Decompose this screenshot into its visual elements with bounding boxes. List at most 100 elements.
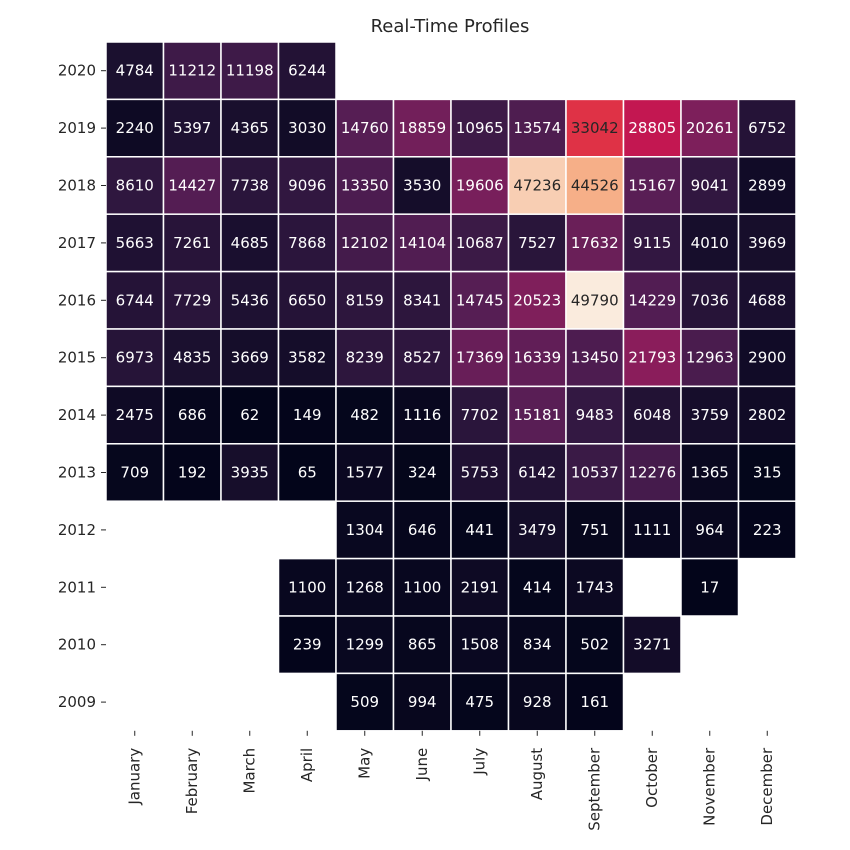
cell-value-label: 17 bbox=[700, 578, 719, 596]
cell-value-label: 10965 bbox=[456, 119, 504, 137]
cell-value-label: 3530 bbox=[403, 177, 441, 195]
x-tick-label: October bbox=[643, 747, 661, 808]
heatmap-cell bbox=[392, 98, 452, 158]
x-tick-label: May bbox=[356, 748, 374, 779]
cell-value-label: 3030 bbox=[288, 119, 326, 137]
heatmap-cell bbox=[737, 385, 797, 445]
heatmap-cell bbox=[162, 443, 222, 502]
heatmap-cell bbox=[565, 213, 625, 273]
cell-value-label: 3759 bbox=[691, 406, 729, 424]
cell-value-label: 2240 bbox=[116, 119, 154, 137]
cell-value-label: 7702 bbox=[461, 406, 499, 424]
cell-value-label: 28805 bbox=[628, 119, 676, 137]
heatmap-cell bbox=[737, 213, 797, 273]
heatmap-cell bbox=[162, 41, 222, 101]
x-tick-label: December bbox=[758, 747, 776, 826]
cell-value-label: 4365 bbox=[231, 119, 269, 137]
heatmap-cell bbox=[507, 615, 567, 675]
x-tick-label: July bbox=[471, 748, 489, 776]
cell-value-label: 7036 bbox=[691, 291, 729, 309]
heatmap-cell bbox=[737, 270, 797, 330]
cell-value-label: 6142 bbox=[518, 464, 556, 482]
y-tick-label: 2017 bbox=[58, 234, 96, 252]
cell-value-label: 14427 bbox=[168, 177, 216, 195]
cell-value-label: 2899 bbox=[748, 177, 786, 195]
cell-value-label: 475 bbox=[465, 693, 494, 711]
cell-value-label: 6650 bbox=[288, 291, 326, 309]
cell-value-label: 12102 bbox=[341, 234, 389, 252]
heatmap-cell bbox=[680, 557, 740, 617]
heatmap-cell bbox=[680, 156, 740, 215]
cell-value-label: 10687 bbox=[456, 234, 504, 252]
heatmap-cell bbox=[450, 615, 510, 675]
y-tick-label: 2015 bbox=[58, 349, 96, 367]
heatmap-cell bbox=[392, 672, 452, 732]
cell-value-label: 4685 bbox=[231, 234, 269, 252]
cell-value-label: 482 bbox=[350, 406, 379, 424]
cell-value-label: 44526 bbox=[571, 177, 619, 195]
heatmap-cell bbox=[220, 443, 280, 502]
cell-value-label: 324 bbox=[408, 464, 437, 482]
cell-value-label: 1365 bbox=[691, 464, 729, 482]
heatmap-cells: 4784 11212 11198 6244 2240 5397 4365 3030 14760 1… bbox=[105, 41, 797, 732]
x-tick-label: March bbox=[241, 748, 259, 794]
cell-value-label: 1100 bbox=[403, 578, 441, 596]
heatmap-cell bbox=[680, 500, 740, 560]
heatmap-cell bbox=[335, 443, 395, 502]
heatmap-cell bbox=[277, 41, 337, 101]
heatmap-cell bbox=[335, 270, 395, 330]
y-tick-label: 2019 bbox=[58, 119, 96, 137]
cell-value-label: 8341 bbox=[403, 291, 441, 309]
heatmap-cell bbox=[220, 385, 280, 445]
cell-value-label: 14104 bbox=[398, 234, 446, 252]
x-tick-label: April bbox=[298, 748, 316, 782]
cell-value-label: 5436 bbox=[231, 291, 269, 309]
cell-value-label: 14760 bbox=[341, 119, 389, 137]
cell-value-label: 1577 bbox=[346, 464, 384, 482]
cell-value-label: 1111 bbox=[633, 521, 671, 539]
cell-value-label: 964 bbox=[695, 521, 724, 539]
heatmap-cell bbox=[565, 385, 625, 445]
x-tick-label: September bbox=[586, 747, 604, 831]
cell-value-label: 19606 bbox=[456, 177, 504, 195]
cell-value-label: 20523 bbox=[513, 291, 561, 309]
heatmap-cell bbox=[507, 270, 567, 330]
y-tick-label: 2016 bbox=[58, 291, 96, 309]
cell-value-label: 14229 bbox=[628, 291, 676, 309]
heatmap-cell bbox=[565, 557, 625, 617]
cell-value-label: 3935 bbox=[231, 464, 269, 482]
cell-value-label: 223 bbox=[753, 521, 782, 539]
heatmap-cell bbox=[622, 615, 682, 675]
cell-value-label: 4688 bbox=[748, 291, 786, 309]
heatmap-cell bbox=[220, 328, 280, 388]
heatmap-cell bbox=[507, 98, 567, 158]
cell-value-label: 18859 bbox=[398, 119, 446, 137]
cell-value-label: 1743 bbox=[576, 578, 614, 596]
cell-value-label: 5397 bbox=[173, 119, 211, 137]
cell-value-label: 7527 bbox=[518, 234, 556, 252]
cell-value-label: 17369 bbox=[456, 349, 504, 367]
cell-value-label: 9041 bbox=[691, 177, 729, 195]
cell-value-label: 8239 bbox=[346, 349, 384, 367]
cell-value-label: 12963 bbox=[686, 349, 734, 367]
cell-value-label: 11212 bbox=[168, 62, 216, 80]
heatmap-cell bbox=[105, 443, 165, 502]
cell-value-label: 17632 bbox=[571, 234, 619, 252]
x-tick-label: January bbox=[126, 748, 144, 806]
y-tick-label: 2012 bbox=[58, 521, 96, 539]
heatmap-cell bbox=[392, 156, 452, 215]
cell-value-label: 4784 bbox=[116, 62, 154, 80]
cell-value-label: 1299 bbox=[346, 636, 384, 654]
cell-value-label: 7729 bbox=[173, 291, 211, 309]
cell-value-label: 3271 bbox=[633, 636, 671, 654]
cell-value-label: 5753 bbox=[461, 464, 499, 482]
cell-value-label: 7261 bbox=[173, 234, 211, 252]
cell-value-label: 13450 bbox=[571, 349, 619, 367]
cell-value-label: 6744 bbox=[116, 291, 154, 309]
cell-value-label: 13350 bbox=[341, 177, 389, 195]
y-tick-label: 2011 bbox=[58, 578, 96, 596]
heatmap-cell bbox=[622, 500, 682, 560]
cell-value-label: 239 bbox=[293, 636, 322, 654]
heatmap-cell bbox=[162, 270, 222, 330]
cell-value-label: 1508 bbox=[461, 636, 499, 654]
